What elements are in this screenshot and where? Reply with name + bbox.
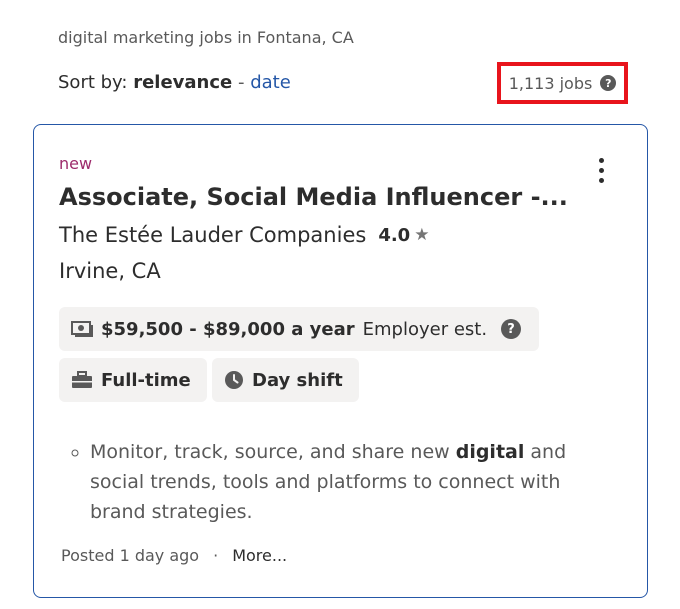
shift-label: Day shift	[252, 369, 343, 391]
company-row: The Estée Lauder Companies 4.0 ★	[59, 223, 429, 247]
job-title[interactable]: Associate, Social Media Influencer -...	[59, 183, 568, 211]
search-context-text: digital marketing jobs in Fontana, CA	[58, 28, 354, 47]
rating-value: 4.0	[378, 224, 411, 246]
more-link[interactable]: More...	[232, 546, 288, 565]
money-icon	[71, 321, 93, 337]
salary-tag: $59,500 - $89,000 a year Employer est. ?	[59, 307, 539, 351]
briefcase-icon	[72, 371, 92, 388]
new-badge: new	[59, 154, 93, 173]
clock-icon	[225, 371, 243, 389]
sort-date-link[interactable]: date	[250, 72, 291, 93]
snippet-item: Monitor, track, source, and share new di…	[90, 437, 604, 527]
footer-dot: ·	[213, 546, 219, 565]
job-snippet: Monitor, track, source, and share new di…	[64, 437, 604, 527]
jobs-count: 1,113 jobs ?	[497, 62, 628, 104]
job-type-label: Full-time	[101, 369, 191, 391]
job-type-tag: Full-time	[59, 358, 207, 402]
jobs-count-label: 1,113 jobs	[508, 73, 593, 93]
shift-tag: Day shift	[212, 358, 359, 402]
star-icon: ★	[414, 225, 430, 245]
posted-date: Posted 1 day ago	[61, 546, 200, 565]
more-options-icon[interactable]	[589, 153, 613, 187]
sort-relevance: relevance	[133, 72, 233, 93]
sort-prefix: Sort by:	[58, 72, 128, 93]
job-location: Irvine, CA	[59, 259, 161, 283]
help-icon[interactable]: ?	[600, 75, 617, 91]
salary-help-icon[interactable]: ?	[501, 319, 522, 339]
company-rating: 4.0 ★	[378, 225, 429, 246]
salary-note: Employer est.	[362, 318, 488, 340]
sort-controls: Sort by: relevance - date	[58, 72, 291, 93]
sort-separator: -	[237, 72, 245, 93]
job-card[interactable]: new Associate, Social Media Influencer -…	[33, 124, 648, 598]
card-footer: Posted 1 day ago · More...	[61, 546, 287, 565]
company-name: The Estée Lauder Companies	[59, 223, 367, 247]
salary-amount: $59,500 - $89,000 a year	[101, 318, 355, 340]
